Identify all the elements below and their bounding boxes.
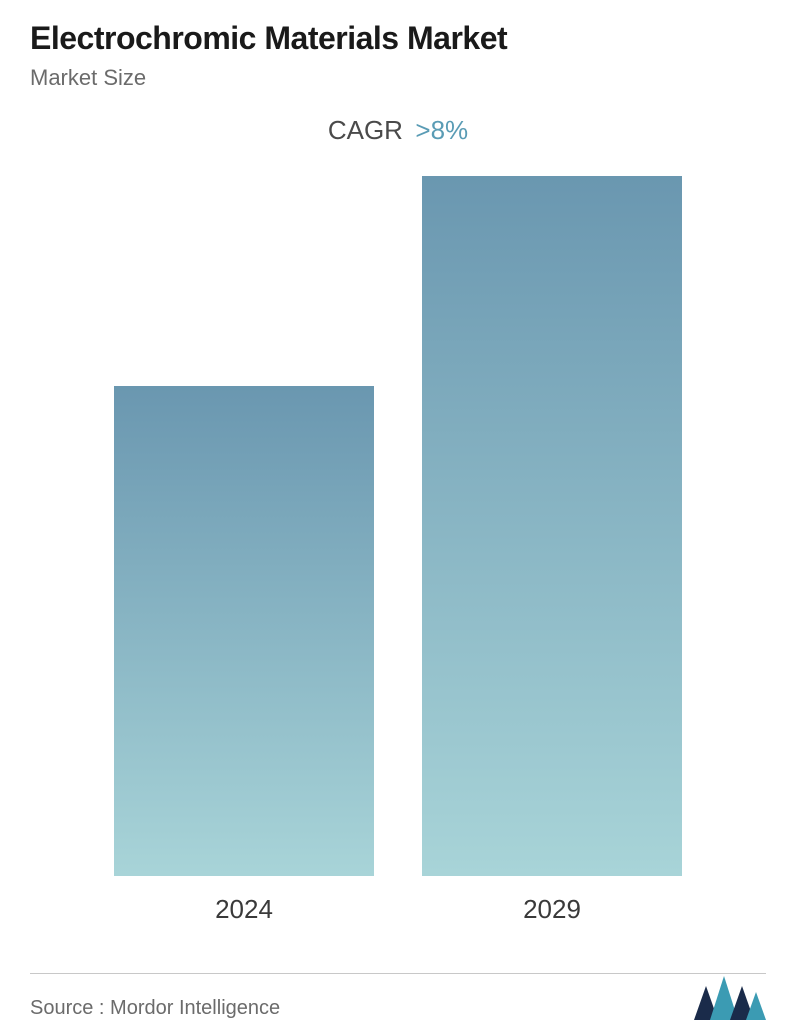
bar-label-1: 2029 [523,894,581,925]
chart-title: Electrochromic Materials Market [30,20,766,57]
source-text: Source : Mordor Intelligence [30,997,280,1020]
cagr-row: CAGR >8% [30,115,766,146]
bar-group-0: 2024 [114,386,374,925]
chart-subtitle: Market Size [30,65,766,91]
chart-area: 2024 2029 [30,186,766,926]
cagr-value: >8% [415,115,468,145]
bar-label-0: 2024 [215,894,273,925]
footer: Source : Mordor Intelligence [30,976,766,1020]
cagr-label: CAGR [328,115,403,145]
bar-group-1: 2029 [422,176,682,925]
chart-container: Electrochromic Materials Market Market S… [0,0,796,1034]
brand-logo-icon [694,976,766,1020]
footer-divider [30,973,766,974]
bar-0 [114,386,374,876]
bar-1 [422,176,682,876]
